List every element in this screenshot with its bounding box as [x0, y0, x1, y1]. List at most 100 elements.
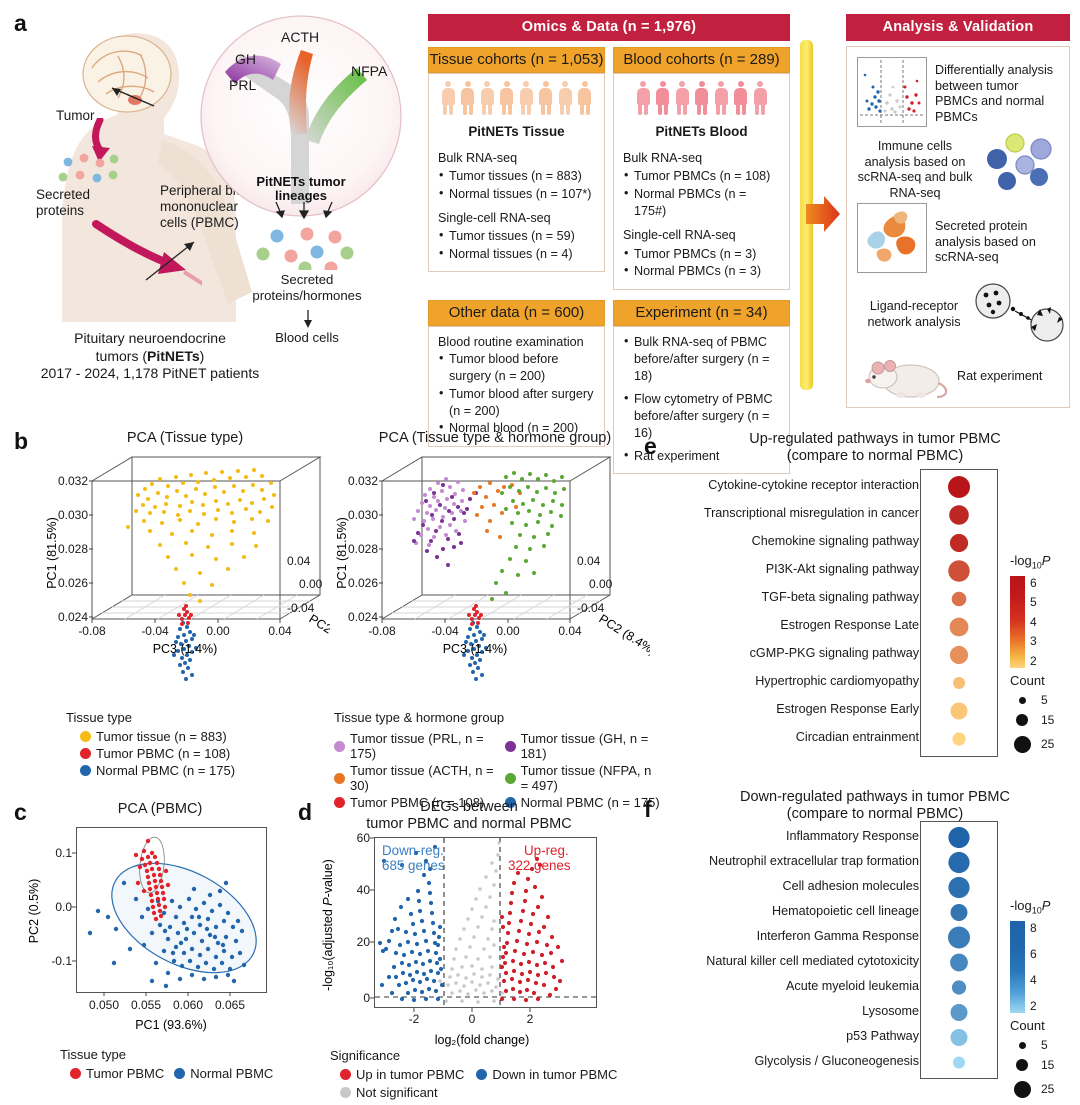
panel-d: d DEGs between tumor PBMC and normal PBM…: [290, 795, 620, 1105]
svg-text:0.050: 0.050: [89, 998, 119, 1012]
svg-text:0.055: 0.055: [131, 998, 161, 1012]
blood-cohort-title: PitNETs Blood: [655, 124, 748, 140]
panel-a-letter: a: [14, 10, 27, 36]
down-pathways-labels: Inflammatory Response Neutrophil extracel…: [630, 823, 930, 1073]
panel-e-letter: e: [644, 433, 657, 459]
legend-item: Normal PBMC: [174, 1066, 273, 1081]
pitnets-lineage-diagram: GH ACTH NFPA PRL PitNETs tumor lineages: [200, 15, 402, 217]
panel-f: f Down-regulated pathways in tumor PBMC …: [630, 789, 1080, 1105]
panel-e: e Up-regulated pathways in tumor PBMC (c…: [630, 425, 1080, 795]
pathway-label: TGF-beta signaling pathway: [761, 590, 919, 604]
up-colorbar: [1010, 575, 1025, 668]
volcano-down-annotation-l1: Down-reg.: [382, 843, 444, 858]
list-item: Bulk RNA-seq of PBMC before/after surger…: [623, 332, 780, 386]
bubble-point: [948, 476, 970, 498]
umap-thumbnail-icon: [857, 203, 927, 273]
pca-hormone-svg: 0.032 0.030 0.028 0.026 0.024 -0.08 -0.04 0.0…: [335, 456, 659, 682]
panel-b: b PCA (Tissue type): [0, 402, 660, 810]
other-data-header: Other data (n = 600): [428, 299, 605, 326]
tumor-pointer-arrow: [111, 87, 155, 107]
series-not-significant: [438, 841, 504, 1004]
list-item: Tumor tissues (n = 883): [438, 167, 595, 185]
label-blood-cells: Blood cells: [275, 330, 339, 345]
down-size-legend-title: Count: [1010, 1018, 1045, 1033]
pca-pbmc-svg: 0.1 0.0 -0.1 0.050 0.055 0.060 0.065 PC1 (93.…: [27, 827, 267, 1032]
down-pathways-plot: [920, 821, 998, 1079]
tumor-pbmc-ellipse: [139, 836, 165, 894]
legend-item: Tumor PBMC (n = 108): [80, 746, 330, 761]
pca-tissue-type-zlabel: PC2 (8.4%): [306, 612, 330, 658]
svg-text:-0.04: -0.04: [431, 624, 459, 638]
pca-tissue-type-chart: PCA (Tissue type): [40, 430, 369, 778]
svg-text:0.04: 0.04: [287, 554, 311, 568]
size-legend-item: 15: [1010, 711, 1054, 729]
colorbar-tick: 4: [1030, 972, 1037, 987]
size-legend-item: 5: [1010, 1038, 1054, 1052]
series-normal-pbmc: [87, 880, 247, 989]
tissue-sc-header: Single-cell RNA-seq: [438, 211, 551, 225]
legend-title: Tissue type: [60, 1047, 126, 1062]
pathway-row: Interferon Gamma Response: [630, 923, 930, 948]
svg-text:-0.04: -0.04: [141, 624, 169, 638]
pathway-label: Cytokine-cytokine receptor interaction: [708, 478, 919, 492]
pca-tissue-type-ylabel: PC1 (81.5%): [45, 518, 59, 590]
pca-tissue-type-title: PCA (Tissue type): [126, 430, 244, 446]
svg-text:-2: -2: [409, 1012, 420, 1026]
flow-connector-arrow: [800, 40, 840, 390]
other-data-card: Other data (n = 600) Blood routine exami…: [428, 299, 605, 475]
legend-swatch: [80, 731, 91, 743]
lineage-label-gh: GH: [235, 51, 256, 67]
legend-swatch: [504, 772, 516, 784]
svg-text:0.04: 0.04: [577, 554, 601, 568]
analysis-item-label-4: Ligand-receptor network analysis: [867, 299, 961, 329]
size-legend-label: 25: [1041, 1082, 1055, 1096]
legend-swatch: [504, 740, 516, 752]
tissue-bulk-header: Bulk RNA-seq: [438, 150, 518, 165]
pathway-label: Cell adhesion molecules: [782, 878, 919, 893]
legend-label: Tumor PBMC (n = 108): [96, 746, 231, 762]
series-normal-pbmc: [462, 621, 488, 682]
legend-label: Tumor tissue (NFPA, n = 497): [520, 763, 652, 794]
list-item: Tumor blood before surgery (n = 200): [438, 350, 595, 386]
svg-text:-0.1: -0.1: [51, 954, 72, 968]
legend-title: Tissue type & hormone group: [334, 710, 505, 726]
analysis-items-container: Differentially analysis between tumor PB…: [846, 46, 1070, 408]
caption-line-2: tumors (PitNETs): [95, 347, 205, 364]
lineage-label-acth: ACTH: [281, 29, 319, 45]
blood-sc-header: Single-cell RNA-seq: [623, 228, 736, 243]
svg-text:20: 20: [357, 935, 371, 949]
size-legend-item: 25: [1010, 733, 1054, 755]
pca-tissue-type-xlabel: PC3 (1.4%): [153, 642, 218, 656]
pathway-label: Chemokine signaling pathway: [751, 534, 919, 548]
bubble-point: [949, 533, 969, 553]
pathway-row: Hematopoietic cell lineage: [630, 898, 930, 923]
legend-item: Tumor PBMC (n = 108): [334, 795, 499, 810]
legend-swatch: [174, 1068, 186, 1079]
svg-text:-0.08: -0.08: [368, 624, 396, 638]
blood-bulk-section: Bulk RNA-seq Tumor PBMCs (n = 108) Norma…: [623, 150, 780, 221]
lineage-label-prl: PRL: [229, 77, 256, 93]
svg-text:-0.04: -0.04: [577, 601, 605, 615]
label-pbmc: Peripheral blood mononuclear cells (PBMC…: [160, 183, 258, 232]
caption-line-1: Pituitary neuroendocrine: [74, 330, 226, 346]
other-data-sub: Blood routine examination: [438, 334, 584, 349]
volcano-up-annotation-l2: 322 genes: [508, 858, 571, 873]
pathway-label: Circadian entrainment: [795, 730, 919, 744]
pca-pbmc-xlabel: PC1 (93.6%): [135, 1018, 207, 1032]
legend-swatch: [504, 797, 516, 809]
label-secreted-hormones: Secreted proteins/hormones: [245, 272, 369, 304]
size-legend-item: 25: [1010, 1078, 1054, 1100]
pathway-label: p53 Pathway: [846, 1028, 919, 1043]
down-color-legend-title: -log10P: [1010, 898, 1051, 916]
up-size-legend-title: Count: [1010, 673, 1045, 688]
pathway-row: PI3K-Akt signaling pathway: [630, 555, 930, 583]
person-icon: [578, 81, 592, 115]
svg-text:0.065: 0.065: [215, 998, 245, 1012]
person-icon: [480, 81, 494, 115]
volcano-down-annotation-l2: 685 genes: [382, 858, 445, 873]
up-color-legend: -log10P 6 5 4 3 2: [1010, 553, 1050, 668]
list-item: Normal PBMCs (n = 3): [623, 262, 780, 280]
svg-text:0.024: 0.024: [58, 610, 88, 624]
list-item: Normal tissues (n = 107*): [438, 185, 595, 203]
legend-label: Down in tumor PBMC: [492, 1067, 618, 1082]
